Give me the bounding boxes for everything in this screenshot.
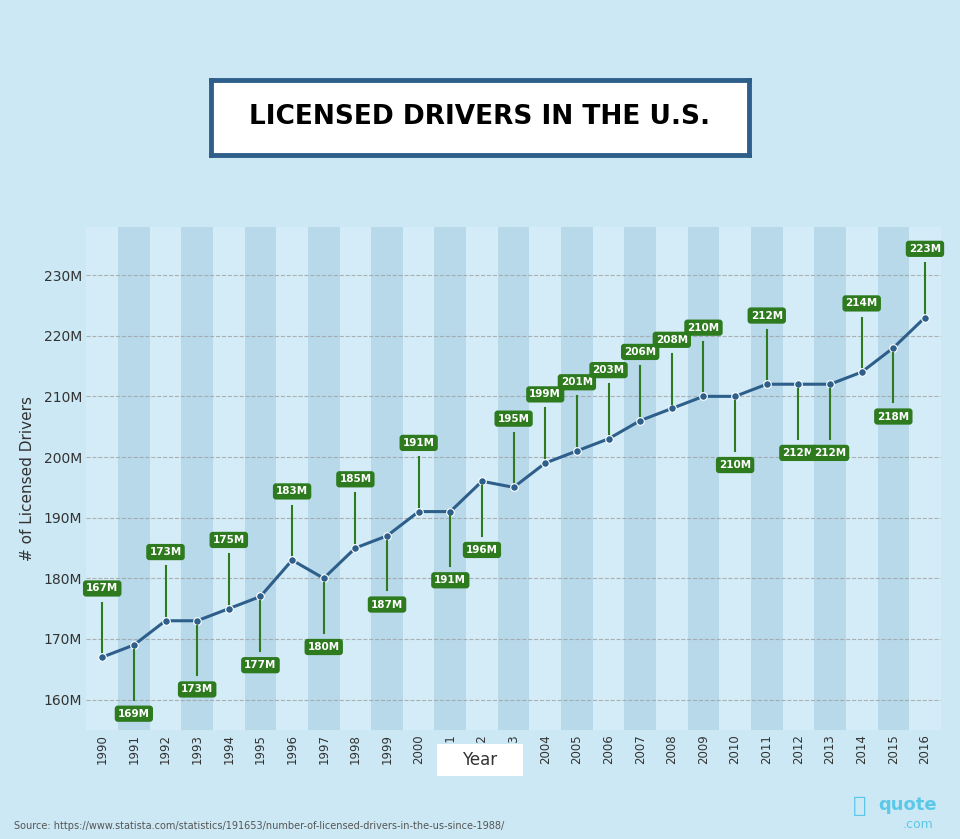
Bar [276, 227, 308, 730]
Text: Year: Year [463, 751, 497, 769]
Text: 214M: 214M [846, 299, 877, 309]
Bar [213, 227, 245, 730]
Bar [340, 227, 372, 730]
Bar [181, 227, 213, 730]
Text: 173M: 173M [150, 547, 181, 557]
Text: Ⓠ: Ⓠ [852, 795, 866, 816]
Text: 223M: 223M [909, 244, 941, 254]
Bar [118, 227, 150, 730]
Bar [846, 227, 877, 730]
Text: Source: https://www.statista.com/statistics/191653/number-of-licensed-drivers-in: Source: https://www.statista.com/statist… [14, 821, 505, 831]
Text: 187M: 187M [371, 600, 403, 609]
Text: 183M: 183M [276, 487, 308, 497]
Bar [656, 227, 687, 730]
Text: .com: .com [902, 818, 933, 831]
Bar [498, 227, 529, 730]
Bar [624, 227, 656, 730]
Text: 191M: 191M [402, 438, 435, 448]
Bar [561, 227, 592, 730]
Text: 175M: 175M [213, 535, 245, 545]
Bar [751, 227, 782, 730]
Bar [86, 227, 118, 730]
Text: 196M: 196M [466, 545, 498, 555]
Text: 169M: 169M [118, 709, 150, 719]
Text: LICENSED DRIVERS IN THE U.S.: LICENSED DRIVERS IN THE U.S. [250, 105, 710, 130]
Text: 167M: 167M [86, 583, 118, 593]
Bar [529, 227, 561, 730]
Text: 212M: 212M [814, 448, 846, 458]
Bar [245, 227, 276, 730]
Text: 210M: 210M [687, 323, 720, 333]
Text: 201M: 201M [561, 378, 593, 388]
Text: 180M: 180M [307, 642, 340, 652]
Text: 210M: 210M [719, 460, 751, 470]
Text: 212M: 212M [782, 448, 814, 458]
Bar [308, 227, 340, 730]
Text: quote: quote [878, 796, 937, 814]
Bar [372, 227, 403, 730]
Bar [435, 227, 467, 730]
Text: 185M: 185M [339, 474, 372, 484]
Text: 195M: 195M [497, 414, 530, 424]
Text: 199M: 199M [529, 389, 562, 399]
Bar [719, 227, 751, 730]
Bar [782, 227, 814, 730]
Text: 203M: 203M [592, 365, 625, 375]
Text: 212M: 212M [751, 310, 782, 320]
Text: 206M: 206M [624, 347, 657, 357]
Bar [467, 227, 498, 730]
Bar [150, 227, 181, 730]
Bar [592, 227, 624, 730]
Text: 173M: 173M [181, 685, 213, 695]
Bar [687, 227, 719, 730]
Bar [877, 227, 909, 730]
Bar [909, 227, 941, 730]
Text: 218M: 218M [877, 411, 909, 421]
Bar [814, 227, 846, 730]
Text: 177M: 177M [244, 660, 276, 670]
Text: 191M: 191M [434, 576, 467, 586]
Y-axis label: # of Licensed Drivers: # of Licensed Drivers [20, 396, 36, 560]
Text: 208M: 208M [656, 335, 688, 345]
Bar [403, 227, 435, 730]
